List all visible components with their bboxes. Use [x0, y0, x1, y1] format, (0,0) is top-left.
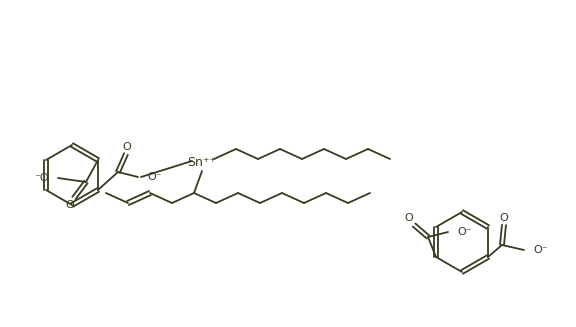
Text: Sn⁺⁺: Sn⁺⁺: [187, 157, 217, 169]
Text: O⁻: O⁻: [457, 227, 472, 237]
Text: ⁻O: ⁻O: [35, 173, 49, 183]
Text: O⁻: O⁻: [533, 245, 548, 255]
Text: O⁻: O⁻: [147, 172, 162, 182]
Text: O: O: [499, 213, 509, 223]
Text: O: O: [405, 213, 414, 223]
Text: O: O: [66, 200, 74, 210]
Text: O: O: [123, 142, 131, 152]
